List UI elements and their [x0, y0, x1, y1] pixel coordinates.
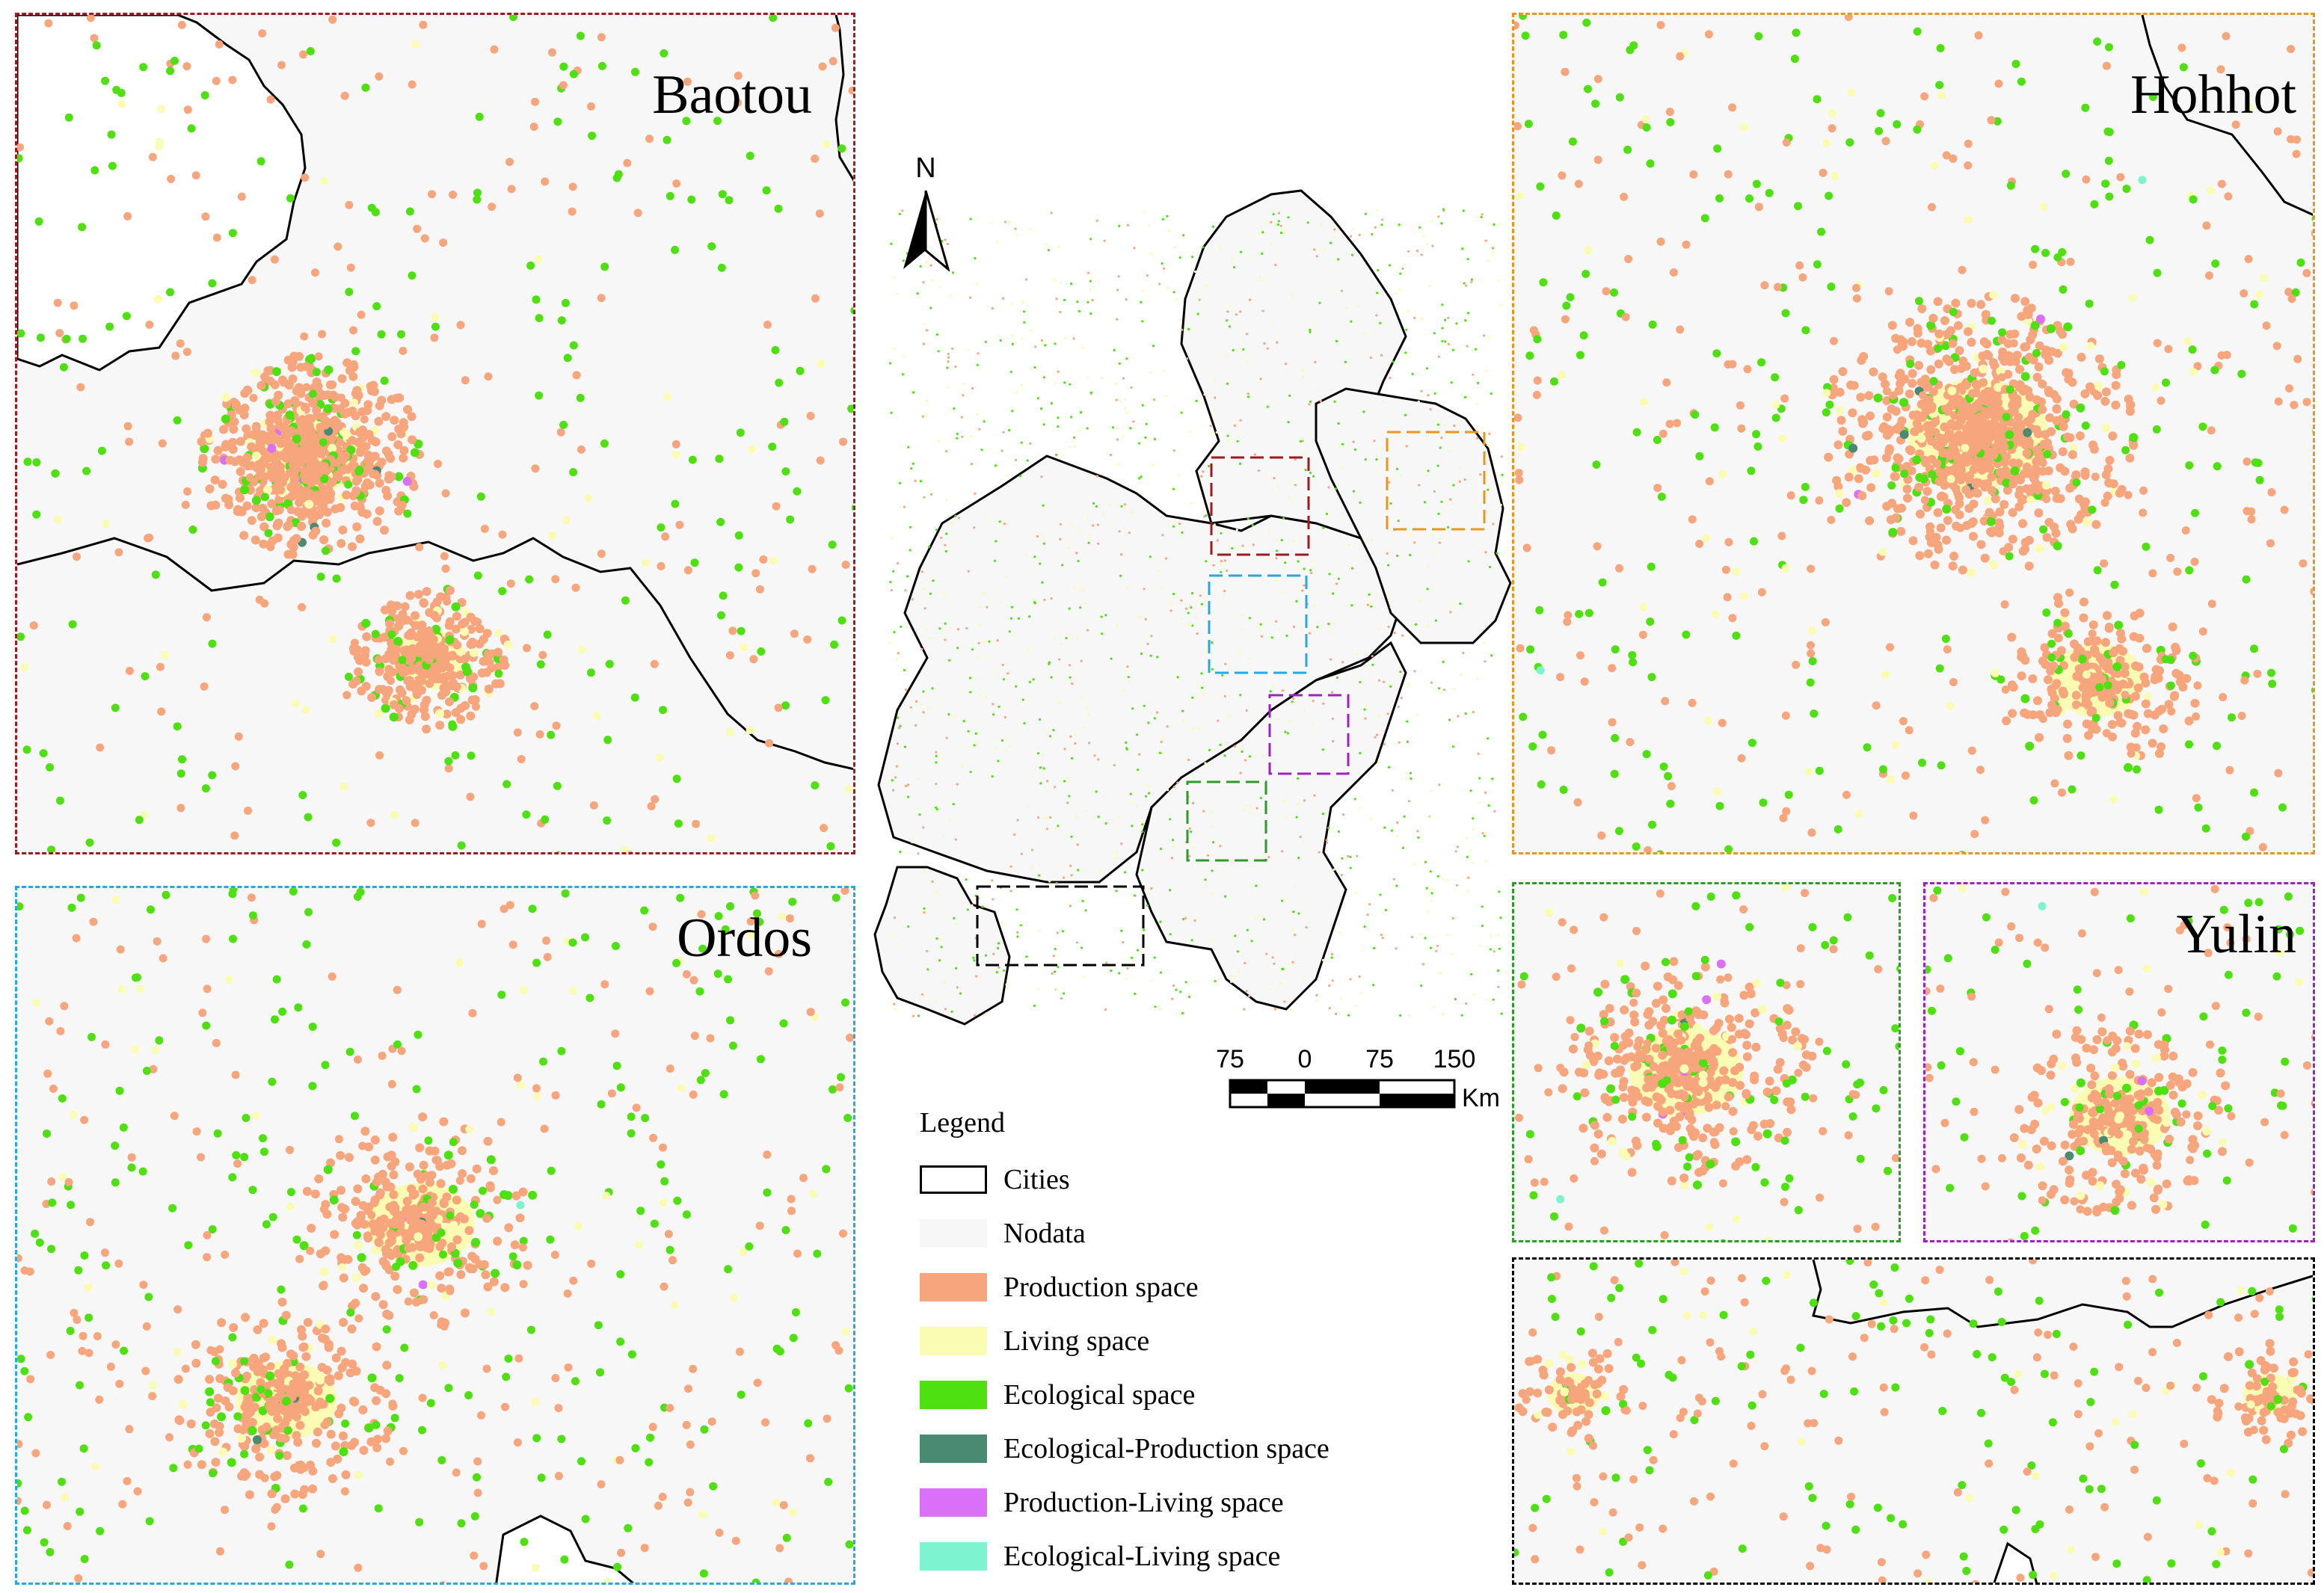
city-polygon-hohhot	[1315, 387, 1512, 644]
ordos-boundary	[495, 1515, 635, 1583]
scale-tick-2: 75	[1365, 1045, 1394, 1073]
scale-tick-3: 150	[1433, 1045, 1476, 1073]
legend-swatch	[920, 1165, 987, 1194]
extent-box-ordos	[1208, 574, 1308, 674]
scale-bar: 75 0 75 150 Km	[1216, 1045, 1500, 1112]
yulin-panel: Yulin	[1923, 882, 2315, 1242]
yulin-label: Yulin	[2176, 904, 2296, 965]
baotou-boundary-east	[834, 15, 853, 182]
legend-label: Ecological-Production space	[1003, 1433, 1329, 1464]
extent-box-baotou	[1210, 456, 1310, 556]
extent-box-yulin-green	[1186, 780, 1267, 862]
ordos-label: Ordos	[677, 908, 812, 969]
scale-bar-segment	[1305, 1080, 1380, 1094]
legend-swatch	[920, 1488, 987, 1517]
yulin-black-boundary-south	[1993, 1541, 2038, 1583]
north-arrow-right-half	[924, 190, 950, 272]
legend-item: Nodata	[920, 1207, 1443, 1260]
extent-box-yulin-black	[976, 885, 1145, 967]
scale-unit: Km	[1462, 1084, 1500, 1112]
city-polygon-yulin	[1135, 641, 1407, 1011]
extent-box-yulin	[1268, 694, 1350, 775]
baotou-map	[17, 15, 853, 852]
overview-map	[873, 189, 1512, 1026]
baotou-panel: Baotou	[15, 13, 855, 854]
scale-bar-segment	[1230, 1080, 1267, 1094]
legend-item: Ecological-Living space	[920, 1529, 1443, 1583]
hohhot-boundary	[2141, 15, 2313, 216]
legend-title: Legend	[920, 1107, 1005, 1138]
scale-bar-segment	[1380, 1094, 1454, 1107]
legend-label: Ecological space	[1003, 1379, 1196, 1411]
legend-swatch	[920, 1273, 987, 1301]
yulin-map	[1925, 884, 2313, 1240]
legend-swatch	[920, 1435, 987, 1463]
hohhot-map	[1514, 15, 2313, 852]
yulin-black-inset-map	[1514, 1260, 2313, 1583]
legend-label: Production space	[1003, 1272, 1199, 1303]
legend-label: Cities	[1003, 1164, 1070, 1195]
legend-item: Living space	[920, 1314, 1443, 1368]
legend-label: Ecological-Living space	[1003, 1541, 1281, 1572]
scale-bar-segment	[1267, 1094, 1305, 1107]
yulin-green-inset-map	[1515, 884, 1899, 1240]
yulin-green-inset-panel	[1512, 882, 1901, 1242]
legend: Legend Cities Nodata Production space Livin…	[920, 1106, 1443, 1583]
legend-swatch	[920, 1381, 987, 1409]
yulin-black-inset-panel	[1512, 1257, 2315, 1585]
scale-tick-0: 75	[1216, 1045, 1244, 1073]
legend-swatch	[920, 1542, 987, 1571]
legend-item: Ecological-Production space	[920, 1422, 1443, 1476]
legend-swatch	[920, 1327, 987, 1355]
hohhot-label: Hohhot	[2130, 64, 2296, 126]
north-arrow-icon: N	[903, 152, 950, 272]
baotou-boundary-river	[17, 537, 853, 771]
north-arrow-label: N	[915, 152, 935, 184]
ordos-panel: Ordos	[15, 886, 855, 1585]
extent-box-hohhot	[1386, 431, 1486, 531]
city-polygon-yulin-south	[873, 866, 1011, 1026]
north-arrow-left-half	[903, 191, 926, 269]
baotou-empty-area	[17, 15, 307, 372]
scale-tick-1: 0	[1298, 1045, 1312, 1073]
legend-swatch	[920, 1219, 987, 1248]
legend-label: Nodata	[1003, 1218, 1086, 1249]
legend-label: Production-Living space	[1003, 1487, 1284, 1518]
legend-label: Living space	[1003, 1325, 1150, 1357]
legend-item: Production-Living space	[920, 1476, 1443, 1529]
ordos-map	[17, 888, 853, 1583]
baotou-label: Baotou	[652, 64, 812, 126]
legend-item: Ecological space	[920, 1368, 1443, 1422]
legend-item: Production space	[920, 1260, 1443, 1314]
legend-item: Cities	[920, 1153, 1443, 1207]
hohhot-panel: Hohhot	[1512, 13, 2315, 854]
